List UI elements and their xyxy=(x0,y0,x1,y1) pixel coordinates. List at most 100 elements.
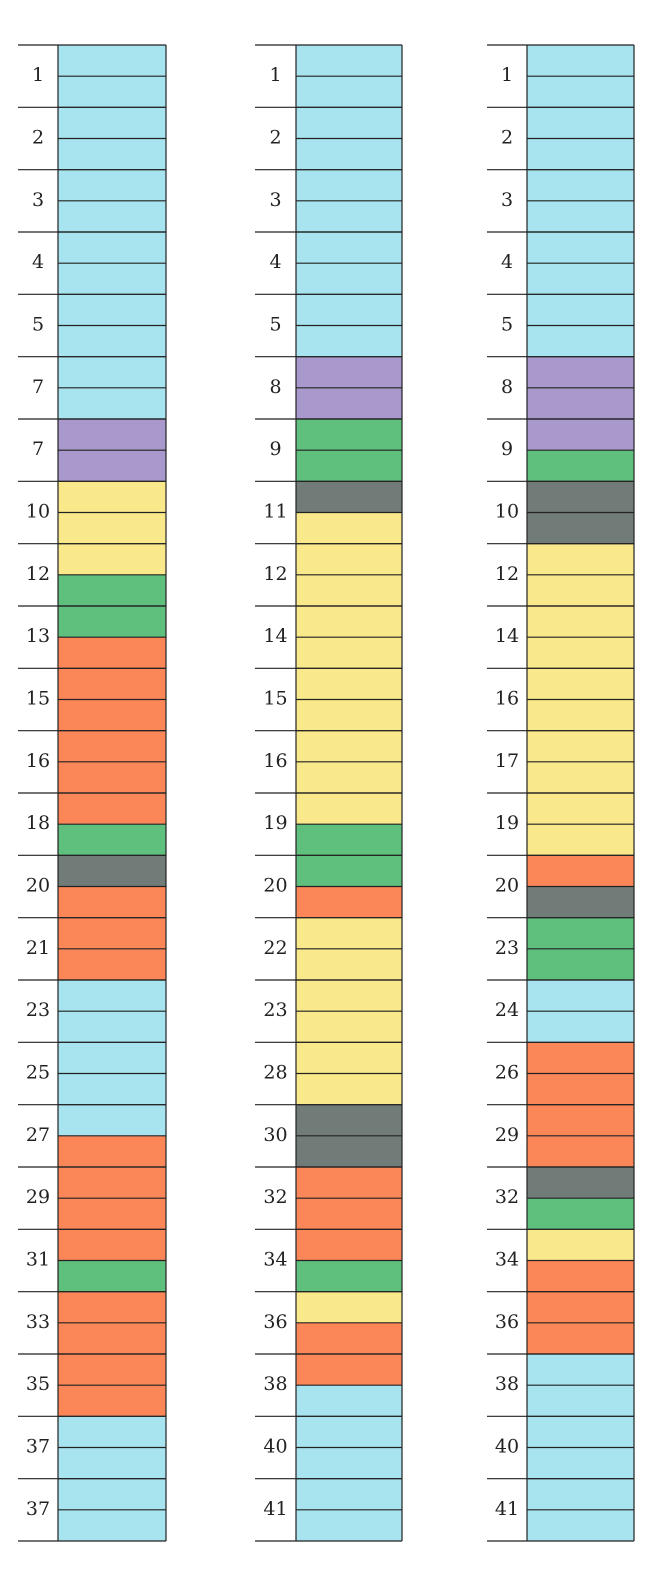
cell xyxy=(58,761,166,793)
cell xyxy=(296,76,402,108)
row-label: 3 xyxy=(269,189,281,211)
cell xyxy=(58,481,166,513)
row-label: 2 xyxy=(501,127,513,149)
cell xyxy=(527,1104,634,1136)
cell xyxy=(58,886,166,918)
cell xyxy=(527,668,634,700)
cell xyxy=(58,1011,166,1043)
cell xyxy=(296,980,402,1012)
cell xyxy=(296,855,402,887)
cell xyxy=(527,263,634,295)
cell xyxy=(527,356,634,388)
row-label: 37 xyxy=(26,1436,50,1458)
row-label: 4 xyxy=(32,251,44,273)
cell xyxy=(296,1291,402,1323)
cell xyxy=(296,917,402,949)
cell xyxy=(296,948,402,980)
row-label: 19 xyxy=(263,812,287,834)
cell xyxy=(296,1478,402,1510)
cell xyxy=(527,1042,634,1074)
row-label: 17 xyxy=(495,750,519,772)
cell xyxy=(58,1104,166,1136)
cell xyxy=(527,1416,634,1448)
cell xyxy=(58,1042,166,1074)
cell xyxy=(527,1322,634,1354)
cell xyxy=(527,1447,634,1479)
cell xyxy=(58,699,166,731)
cell xyxy=(527,1260,634,1292)
row-label: 2 xyxy=(269,127,281,149)
cell xyxy=(527,606,634,638)
cell xyxy=(527,1011,634,1043)
cell xyxy=(527,980,634,1012)
cell xyxy=(527,1509,634,1541)
row-label: 12 xyxy=(263,563,287,585)
row-label: 36 xyxy=(263,1311,287,1333)
cell xyxy=(527,481,634,513)
row-label: 1 xyxy=(501,64,513,86)
row-label: 11 xyxy=(263,501,287,523)
cell xyxy=(296,1260,402,1292)
cell xyxy=(296,1509,402,1541)
cell xyxy=(58,1416,166,1448)
cell xyxy=(527,294,634,326)
row-label: 12 xyxy=(495,563,519,585)
row-label: 15 xyxy=(26,688,50,710)
row-label: 9 xyxy=(269,438,281,460)
cell xyxy=(527,1354,634,1386)
cell xyxy=(296,45,402,77)
cell xyxy=(296,387,402,419)
cell xyxy=(296,730,402,762)
cell xyxy=(527,76,634,108)
cell xyxy=(527,886,634,918)
cell xyxy=(296,637,402,669)
cell xyxy=(58,1198,166,1230)
cell xyxy=(527,200,634,232)
cell xyxy=(58,917,166,949)
cell xyxy=(527,1167,634,1199)
cell xyxy=(296,1135,402,1167)
cell xyxy=(296,1385,402,1417)
row-label: 34 xyxy=(263,1249,287,1271)
cell xyxy=(58,138,166,170)
cell xyxy=(58,169,166,201)
cell xyxy=(296,1167,402,1199)
cell xyxy=(527,169,634,201)
cell xyxy=(527,574,634,606)
cell xyxy=(296,450,402,482)
cell xyxy=(296,1354,402,1386)
row-label: 38 xyxy=(263,1373,287,1395)
cell xyxy=(58,1073,166,1105)
cell xyxy=(527,107,634,139)
row-label: 29 xyxy=(26,1186,50,1208)
row-label: 41 xyxy=(495,1498,519,1520)
cell xyxy=(527,419,634,451)
row-label: 1 xyxy=(32,64,44,86)
row-label: 1 xyxy=(269,64,281,86)
row-label: 38 xyxy=(495,1373,519,1395)
row-label: 20 xyxy=(263,875,287,897)
row-label: 9 xyxy=(501,438,513,460)
cell xyxy=(58,76,166,108)
cell xyxy=(527,1229,634,1261)
cell xyxy=(296,263,402,295)
cell xyxy=(527,1385,634,1417)
cell xyxy=(296,699,402,731)
row-label: 40 xyxy=(263,1436,287,1458)
cell xyxy=(296,668,402,700)
cell xyxy=(58,232,166,264)
row-label: 28 xyxy=(263,1062,287,1084)
cell xyxy=(296,169,402,201)
row-label: 35 xyxy=(26,1373,50,1395)
cell xyxy=(58,387,166,419)
cell xyxy=(58,730,166,762)
cell xyxy=(58,356,166,388)
cell xyxy=(296,793,402,825)
cell xyxy=(58,325,166,357)
cell xyxy=(296,294,402,326)
cell xyxy=(296,1073,402,1105)
row-label: 33 xyxy=(26,1311,50,1333)
cell xyxy=(296,886,402,918)
row-label: 25 xyxy=(26,1062,50,1084)
